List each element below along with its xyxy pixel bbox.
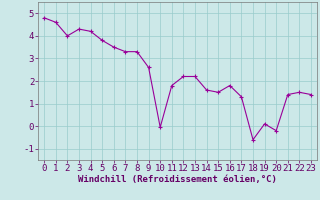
X-axis label: Windchill (Refroidissement éolien,°C): Windchill (Refroidissement éolien,°C) [78,175,277,184]
